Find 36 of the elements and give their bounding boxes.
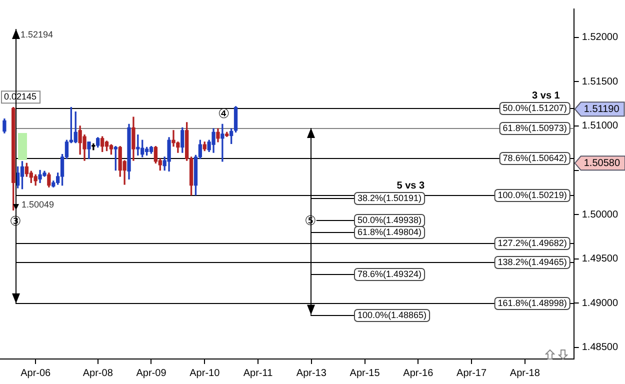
annotation: 1.52194 [20, 29, 54, 40]
y-tick-label: 1.50000 [582, 209, 618, 220]
x-tick-label: Apr-10 [190, 368, 220, 379]
annotation: 1.50049 [22, 200, 54, 210]
x-tick-label: Apr-13 [296, 368, 327, 379]
ref-line-label: 50.0%(1.49938) [358, 214, 422, 225]
y-tick-label: 1.51190 [584, 104, 620, 115]
x-tick-label: Apr-11 [243, 368, 274, 379]
x-tick-label: Apr-06 [20, 368, 52, 379]
x-tick-label: Apr-16 [403, 368, 434, 379]
annotation: 5 vs 3 [396, 180, 425, 192]
ref-line-label: 100.0%(1.48865) [358, 310, 427, 320]
x-tick-label: Apr-08 [82, 368, 114, 379]
y-tick-label: 1.51500 [582, 76, 618, 88]
ref-line-label: 38.2%(1.50191) [358, 192, 422, 203]
y-tick-label: 1.50580 [584, 158, 620, 169]
ref-line-label: 138.2%(1.49465) [498, 256, 567, 267]
x-tick-label: Apr-09 [136, 368, 167, 379]
ref-line-label: 61.8%(1.50973) [502, 122, 567, 133]
ref-line-label: 78.6%(1.50642) [502, 152, 567, 163]
y-tick-label: 1.48500 [582, 342, 618, 354]
x-tick-label: Apr-15 [350, 368, 380, 379]
ref-line-label: 61.8%(1.49804) [358, 226, 422, 237]
annotation: 3 vs 1 [532, 90, 560, 102]
y-tick-label: 1.51000 [582, 120, 618, 132]
y-tick-label: 1.49500 [582, 254, 618, 265]
x-tick-label: Apr-17 [456, 368, 487, 379]
ref-line-label: 100.0%(1.50219) [498, 190, 567, 200]
y-tick-label: 1.49000 [582, 298, 618, 309]
x-tick-label: Apr-18 [510, 368, 540, 379]
y-tick-label: 1.52000 [582, 32, 618, 44]
ref-line-label: 161.8%(1.48998) [498, 298, 567, 308]
ref-line-label: 50.0%(1.51207) [502, 102, 567, 113]
annotation: ④ [218, 106, 230, 122]
ref-line-label: 78.6%(1.49324) [358, 268, 422, 279]
ref-line-label: 127.2%(1.49682) [498, 238, 567, 248]
